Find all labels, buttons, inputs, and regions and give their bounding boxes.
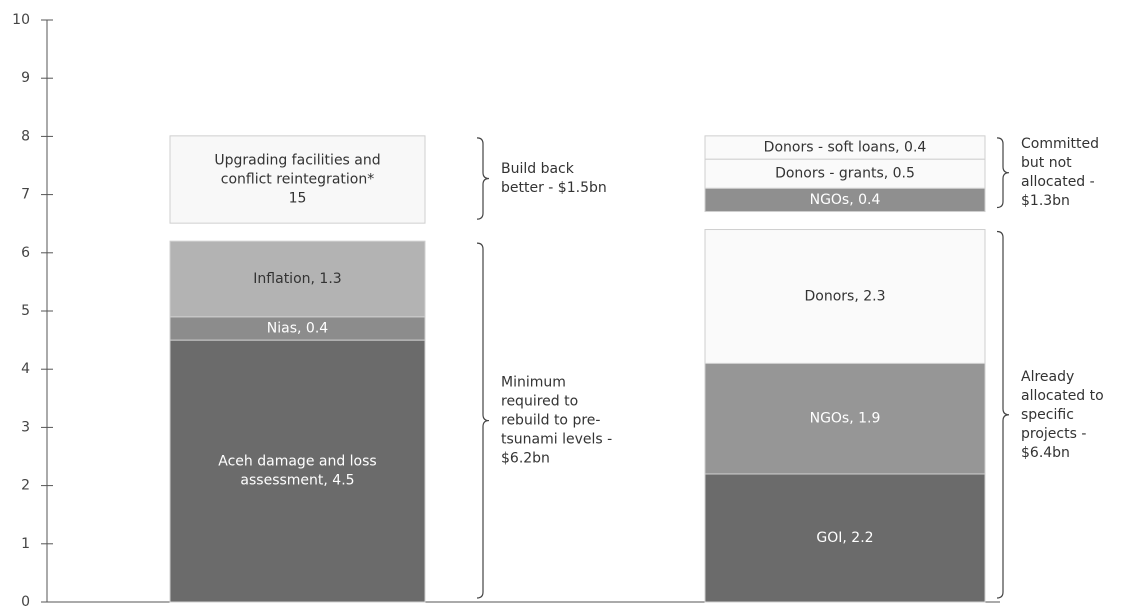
bracket <box>476 242 490 599</box>
segment-label: Donors - grants, 0.5 <box>775 166 915 182</box>
bracket-label: $1.3bn <box>1021 193 1070 209</box>
bar-segment <box>704 135 986 160</box>
bracket-label: allocated - <box>1021 174 1095 190</box>
bracket-label: $6.4bn <box>1021 445 1070 461</box>
segment-label: 15 <box>289 191 307 207</box>
bracket-label: better - $1.5bn <box>501 180 607 196</box>
bracket-label: Committed <box>1021 136 1099 152</box>
bar-segment <box>704 229 986 364</box>
segment-label: NGOs, 1.9 <box>810 411 881 427</box>
bracket <box>476 137 490 220</box>
y-tick-label: 3 <box>21 419 30 435</box>
bracket-label: Build back <box>501 161 575 177</box>
bar-segment <box>704 158 986 189</box>
bracket-label: specific <box>1021 407 1074 423</box>
bracket-label: tsunami levels - <box>501 432 612 448</box>
segment-label: Donors - soft loans, 0.4 <box>764 140 927 156</box>
segment-label: GOI, 2.2 <box>816 530 873 546</box>
bracket-label: but not <box>1021 155 1072 171</box>
bracket <box>996 230 1010 599</box>
y-tick-label: 0 <box>21 594 30 606</box>
y-tick-label: 8 <box>21 128 30 144</box>
y-tick-label: 9 <box>21 70 30 86</box>
bracket-label: required to <box>501 394 578 410</box>
bracket-label: allocated to <box>1021 388 1104 404</box>
y-tick-label: 6 <box>21 245 30 261</box>
y-tick-label: 4 <box>21 361 30 377</box>
bracket-label: projects - <box>1021 426 1086 442</box>
segment-label: Nias, 0.4 <box>267 320 328 336</box>
bracket-label: Minimum <box>501 375 566 391</box>
bracket-label: Already <box>1021 369 1074 385</box>
segment-label: assessment, 4.5 <box>240 473 354 489</box>
bar-segment <box>169 240 426 318</box>
bracket-label: $6.2bn <box>501 451 550 467</box>
y-tick-label: 2 <box>21 478 30 494</box>
segment-label: NGOs, 0.4 <box>810 192 881 208</box>
segment-label: Inflation, 1.3 <box>253 271 341 287</box>
segment-label: Aceh damage and loss <box>218 454 376 470</box>
y-tick-label: 7 <box>21 187 30 203</box>
bar-segment <box>704 362 986 475</box>
y-tick-label: 10 <box>12 12 30 28</box>
y-tick-label: 5 <box>21 303 30 319</box>
y-tick-label: 1 <box>21 536 30 552</box>
bar-segment <box>169 339 426 603</box>
segment-label: Donors, 2.3 <box>805 288 886 304</box>
segment-label: Upgrading facilities and <box>214 153 380 169</box>
bar-segment <box>704 473 986 603</box>
bracket <box>996 137 1010 209</box>
segment-label: conflict reintegration* <box>221 172 374 188</box>
bar-segment <box>169 135 426 224</box>
bracket-label: rebuild to pre- <box>501 413 600 429</box>
